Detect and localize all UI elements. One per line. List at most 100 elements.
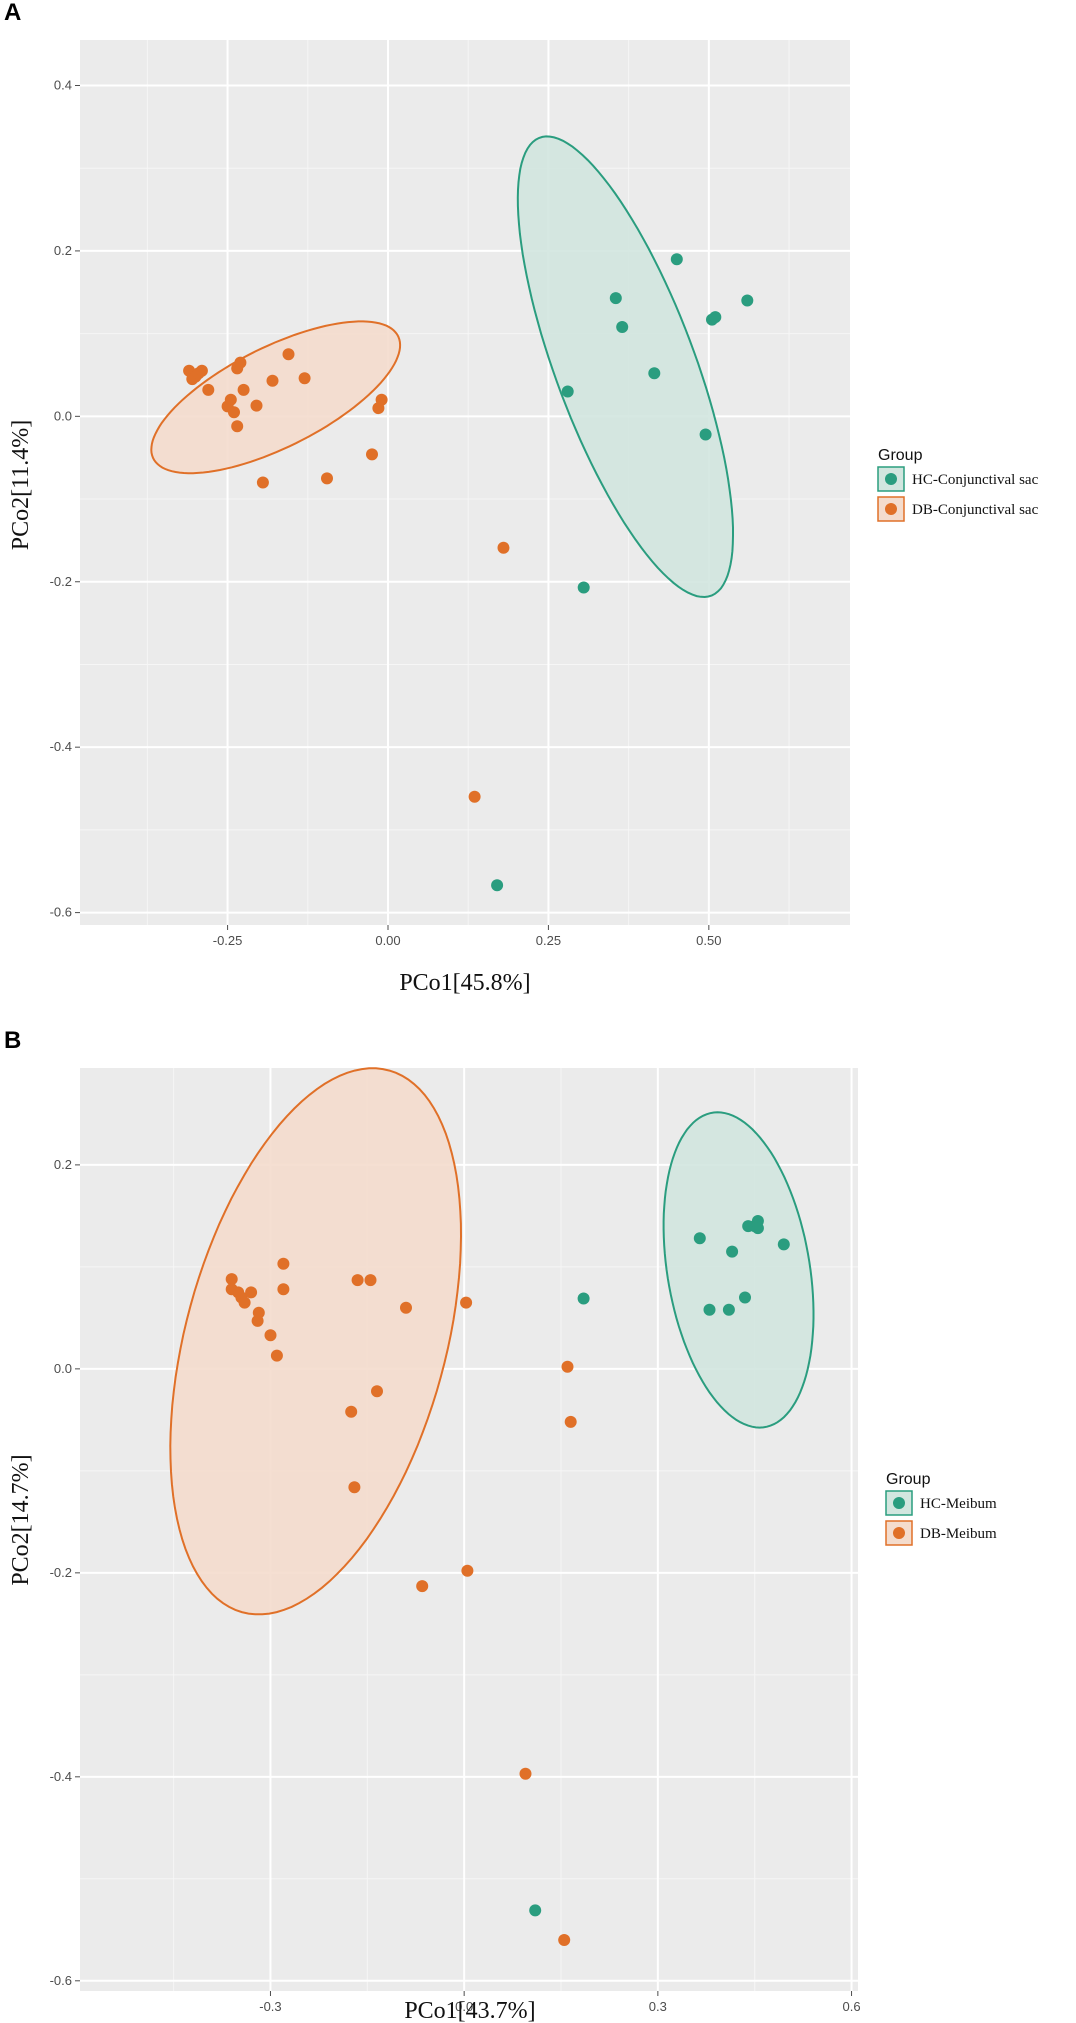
panel-a-x-tick-label: 0.25 <box>536 933 561 948</box>
panel-b-point-db <box>561 1360 574 1373</box>
panel-b-y-tick-label: -0.6 <box>50 1973 72 1988</box>
panel-a-point-hc <box>609 292 622 305</box>
panel-b-y-tick-label: 0.0 <box>54 1361 72 1376</box>
panel-b-point-hc <box>529 1904 542 1917</box>
panel-a-point-db <box>234 356 247 369</box>
panel-b-point-db <box>277 1257 290 1270</box>
panel-a-ellipses <box>150 135 734 599</box>
panel-b-y-tick-label: 0.2 <box>54 1157 72 1172</box>
panel-b-legend-label-hc: HC-Meibum <box>920 1496 997 1512</box>
panel-b-ellipses <box>169 1067 815 1616</box>
panel-a-legend-label-db: DB-Conjunctival sac <box>912 502 1039 518</box>
panel-b-point-db <box>264 1329 277 1342</box>
panel-b-point-db <box>461 1564 474 1577</box>
panel-a-legend-label-hc: HC-Conjunctival sac <box>912 472 1039 488</box>
panel-a-point-db <box>321 472 333 485</box>
panel-a-point-db <box>375 393 388 406</box>
panel-b-point-db <box>564 1415 577 1428</box>
panel-a-ellipse-db <box>150 320 402 475</box>
panel-b-point-hc <box>777 1238 790 1251</box>
panel-b-x-tick-label: -0.3 <box>259 1999 281 2014</box>
panel-a-y-axis-title: PCo2[11.4%] <box>8 420 34 550</box>
panel-a-y-tick-label: -0.6 <box>50 905 72 920</box>
panel-b-legend-title: Group <box>886 1471 931 1488</box>
panel-b-point-db <box>245 1286 258 1299</box>
panel-a-point-hc <box>491 879 504 892</box>
panel-b-y-axis-title: PCo2[14.7%] <box>8 1454 34 1585</box>
panel-b-point-hc <box>751 1222 764 1235</box>
panel-b-y-tick-label: -0.4 <box>50 1769 72 1784</box>
panel-a-y-tick-label: -0.2 <box>50 574 72 589</box>
panel-b-point-db <box>225 1273 238 1286</box>
panel-b-point-db <box>371 1385 383 1398</box>
panel-b-point-db <box>252 1306 265 1319</box>
panel-a-legend: Group HC-Conjunctival sac DB-Conjunctiva… <box>877 447 1039 522</box>
panel-a-point-db <box>202 383 215 396</box>
panel-b-label: B <box>4 1027 21 1054</box>
panel-a-point-hc <box>577 581 590 594</box>
panel-a-point-db <box>256 476 269 489</box>
panel-a-point-hc <box>648 367 661 380</box>
panel-a-point-hc <box>616 321 629 333</box>
panel-a-point-db <box>497 541 510 554</box>
panel-a-point-hc <box>741 294 754 307</box>
panel-a-point-hc <box>699 428 712 441</box>
panel-b-point-hc <box>739 1291 751 1304</box>
panel-a-ellipse-hc <box>516 135 734 599</box>
panel-b-legend-label-db: DB-Meibum <box>920 1526 997 1542</box>
panel-a-point-db <box>468 790 481 803</box>
panel-b-ellipse-hc <box>662 1111 815 1429</box>
panel-a-point-db <box>237 383 250 396</box>
panel-b-point-db <box>351 1274 364 1287</box>
panel-b-point-db <box>238 1296 251 1309</box>
panel-b-x-tick-label: 0.3 <box>649 1999 667 2014</box>
panel-b-point-db <box>345 1405 358 1418</box>
panel-b-legend: Group HC-Meibum DB-Meibum <box>885 1471 997 1546</box>
panel-a-point-db <box>282 348 295 361</box>
panel-a-legend-dot-hc <box>885 473 897 485</box>
panel-a-point-db <box>366 448 378 461</box>
panel-b-points <box>225 1215 790 1946</box>
panel-b-point-hc <box>726 1245 739 1258</box>
panel-b-point-db <box>270 1349 283 1362</box>
panel-b-x-tick-label: 0.6 <box>843 1999 861 2014</box>
panel-a-points <box>183 253 754 892</box>
panel-a-plot-background <box>80 40 850 925</box>
panel-a-point-db <box>298 372 311 385</box>
panel-a-y-tick-label: 0.4 <box>54 77 72 92</box>
panel-b-point-hc <box>577 1292 590 1305</box>
panel-b-point-db <box>460 1296 473 1309</box>
panel-b-point-db <box>400 1301 412 1314</box>
panel-a-point-db <box>224 393 237 406</box>
panel-a-x-tick-label: 0.50 <box>696 933 721 948</box>
panel-a-point-db <box>250 399 263 412</box>
panel-b-point-db <box>277 1283 290 1296</box>
panel-a-legend-title: Group <box>878 447 923 464</box>
panel-a-x-tick-label: 0.00 <box>375 933 400 948</box>
panel-a-label: A <box>4 0 21 26</box>
panel-a-x-axis-title: PCo1[45.8%] <box>399 970 530 996</box>
panel-b-point-db <box>416 1580 429 1593</box>
panel-b-legend-dot-db <box>893 1527 905 1539</box>
panel-a-y-tick-label: -0.4 <box>50 739 72 754</box>
panel-b-ellipse-db <box>169 1067 463 1616</box>
panel-a-x-tick-label: -0.25 <box>213 933 243 948</box>
panel-a-y-tick-label: 0.2 <box>54 243 72 258</box>
panel-a-point-hc <box>561 385 574 398</box>
panel-b-point-db <box>364 1274 377 1287</box>
panel-a: A -0.25 0.00 0.25 0.50 -0.6 -0.4 -0.2 0.0 0.2 0.4… <box>4 0 1039 996</box>
panel-a-point-db <box>266 374 279 387</box>
panel-b-point-hc <box>722 1303 735 1316</box>
panel-a-legend-dot-db <box>885 503 897 515</box>
panel-a-point-db <box>228 406 240 419</box>
panel-a-point-db <box>195 364 208 377</box>
panel-b-x-tick-label: 0.0 <box>455 1999 473 2014</box>
panel-b-point-hc <box>703 1303 716 1316</box>
panel-b-point-hc <box>693 1232 706 1245</box>
panel-b-x-axis-title: PCo1[43.7%] <box>404 1998 535 2023</box>
panel-a-point-hc <box>709 311 722 324</box>
panel-b-point-db <box>519 1767 532 1780</box>
panel-b-y-tick-label: -0.2 <box>50 1565 72 1580</box>
panel-b-ticks: -0.3 0.0 0.3 0.6 -0.6 -0.4 -0.2 0.0 0.2 <box>50 1157 861 2014</box>
